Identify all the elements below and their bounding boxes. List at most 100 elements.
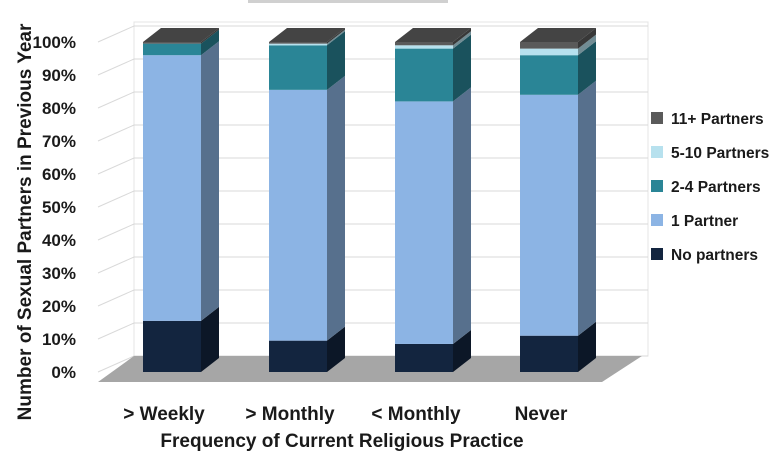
segment-side xyxy=(453,329,471,372)
legend-item-no-partners: No partners xyxy=(651,247,758,264)
gridline xyxy=(97,223,648,241)
segment-front xyxy=(269,43,327,46)
legend-swatch xyxy=(651,214,663,226)
segment-front xyxy=(395,42,453,46)
segment-11-partners xyxy=(520,28,596,49)
segment-11-partners xyxy=(269,28,345,44)
x-axis-title: Frequency of Current Religious Practice xyxy=(160,431,523,452)
y-tick-label: 20% xyxy=(42,297,76,316)
segment-no-partners xyxy=(143,306,219,372)
segment-side xyxy=(453,34,471,102)
gridline xyxy=(97,190,648,208)
y-tick-label: 0% xyxy=(51,363,76,382)
segment-side xyxy=(578,321,596,372)
segment-side xyxy=(453,28,471,46)
segment-1-partner xyxy=(269,75,345,341)
segment-side xyxy=(578,80,596,336)
segment-5-10-partners xyxy=(269,29,345,46)
x-tick-label: > Monthly xyxy=(245,404,335,425)
y-tick-label: 80% xyxy=(42,99,76,118)
segment-no-partners xyxy=(520,321,596,372)
gridline xyxy=(97,157,648,175)
x-tick-label: > Weekly xyxy=(123,404,205,425)
segment-side xyxy=(578,34,596,56)
segment-11-partners xyxy=(395,28,471,46)
bar-top xyxy=(520,28,596,42)
segment-front xyxy=(269,340,327,372)
bar-top xyxy=(143,28,219,42)
legend-item-2-4-partners: 2-4 Partners xyxy=(651,179,761,196)
bars xyxy=(143,28,596,372)
x-tick-labels: > Weekly > Monthly < Monthly Never xyxy=(123,404,568,425)
legend-label: 5-10 Partners xyxy=(671,145,769,162)
segment-front xyxy=(395,45,453,49)
segment-1-partner xyxy=(143,41,219,321)
segment-front xyxy=(143,43,201,56)
segment-11-partners xyxy=(143,28,219,44)
legend-label: 1 Partner xyxy=(671,213,738,230)
bar-top xyxy=(395,28,471,42)
legend-item-1-partner: 1 Partner xyxy=(651,213,738,230)
legend-item-11-partners: 11+ Partners xyxy=(651,111,764,128)
y-tick-label: 70% xyxy=(42,132,76,151)
bar-never xyxy=(520,28,596,372)
gridline xyxy=(97,124,648,142)
legend-label: 2-4 Partners xyxy=(671,179,761,196)
segment-front xyxy=(520,42,578,49)
segment-side xyxy=(578,41,596,95)
segment-1-partner xyxy=(395,87,471,344)
gridline xyxy=(97,289,648,307)
bar-weekly xyxy=(143,28,219,372)
segment-5-10-partners xyxy=(520,34,596,56)
chart-floor xyxy=(98,356,642,382)
y-tick-label: 10% xyxy=(42,330,76,349)
segment-1-partner xyxy=(520,80,596,336)
legend: 11+ Partners 5-10 Partners 2-4 Partners 1 P… xyxy=(651,111,769,264)
y-tick-label: 90% xyxy=(42,66,76,85)
segment-side xyxy=(327,75,345,341)
segment-front xyxy=(143,55,201,321)
gridline xyxy=(97,25,648,43)
segment-side xyxy=(578,28,596,49)
floor-plane xyxy=(98,356,642,382)
legend-swatch xyxy=(651,180,663,192)
segment-side xyxy=(327,29,345,46)
segment-2-4-partners xyxy=(520,41,596,95)
gridline xyxy=(97,322,648,340)
segment-2-4-partners xyxy=(395,34,471,102)
segment-side xyxy=(201,28,219,44)
segment-side xyxy=(453,31,471,49)
segment-front xyxy=(520,335,578,372)
legend-swatch xyxy=(651,112,663,124)
x-tick-label: Never xyxy=(515,404,568,425)
gridline xyxy=(97,58,648,76)
segment-2-4-partners xyxy=(269,31,345,90)
top-decoration xyxy=(248,0,448,3)
segment-side xyxy=(327,31,345,90)
segment-side xyxy=(453,87,471,344)
segment-front xyxy=(395,343,453,372)
legend-label: 11+ Partners xyxy=(671,111,764,128)
segment-front xyxy=(520,55,578,95)
legend-swatch xyxy=(651,248,663,260)
segment-no-partners xyxy=(395,329,471,372)
segment-front xyxy=(395,101,453,344)
bar-monthly xyxy=(269,28,345,372)
y-tick-labels: 0% 10% 20% 30% 40% 50% 60% 70% 80% 90% 100% xyxy=(33,33,76,382)
segment-front xyxy=(269,42,327,44)
segment-side xyxy=(327,28,345,44)
segment-front xyxy=(395,48,453,102)
segment-side xyxy=(201,306,219,372)
bar-monthly xyxy=(395,28,471,372)
y-tick-label: 60% xyxy=(42,165,76,184)
y-tick-label: 50% xyxy=(42,198,76,217)
segment-side xyxy=(201,41,219,321)
segment-side xyxy=(201,29,219,56)
gridline xyxy=(97,256,648,274)
segment-front xyxy=(143,320,201,372)
segment-no-partners xyxy=(269,326,345,372)
legend-item-5-10-partners: 5-10 Partners xyxy=(651,145,769,162)
segment-front xyxy=(269,45,327,90)
legend-swatch xyxy=(651,146,663,158)
